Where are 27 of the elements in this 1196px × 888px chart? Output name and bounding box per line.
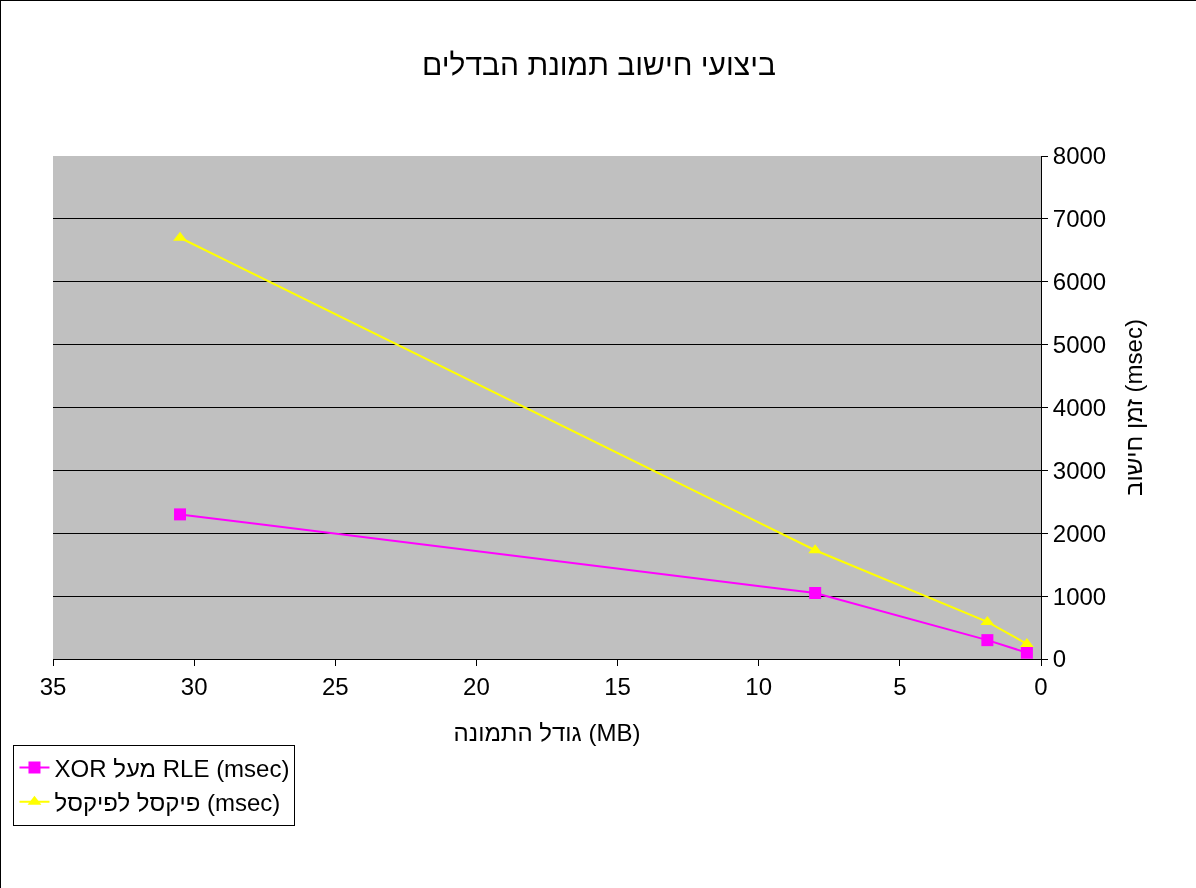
x-tick-label: 5 bbox=[893, 672, 907, 700]
y-tick-label: 3000 bbox=[1052, 456, 1107, 484]
legend-label: פיקסל לפיקסל (msec) bbox=[54, 789, 281, 817]
point bbox=[809, 586, 822, 599]
y-tick-label: 4000 bbox=[1052, 393, 1107, 421]
x-tick-label: 0 bbox=[1034, 672, 1048, 700]
point bbox=[174, 508, 187, 521]
x-tick-label: 15 bbox=[604, 672, 631, 700]
x-tick-label: 10 bbox=[745, 672, 773, 700]
y-tick-label: 6000 bbox=[1052, 268, 1107, 296]
x-tick-label: 35 bbox=[39, 672, 67, 700]
point bbox=[981, 634, 994, 647]
point bbox=[173, 231, 187, 241]
chart-title: ביצועי חישוב תמונת הבדלים bbox=[422, 48, 776, 82]
y-tick-label: 5000 bbox=[1052, 331, 1107, 359]
point bbox=[1020, 646, 1033, 659]
x-tick-label: 30 bbox=[180, 672, 208, 700]
y-tick-label: 2000 bbox=[1052, 519, 1107, 547]
x-axis-title: גודל התמונה (MB) bbox=[453, 719, 641, 747]
y-tick-label: 8000 bbox=[1052, 142, 1107, 170]
y-tick-label: 0 bbox=[1052, 645, 1067, 673]
y-axis-title: זמן חישוב (msec) bbox=[1120, 319, 1148, 496]
y-tick-label: 1000 bbox=[1052, 582, 1107, 610]
y-tick-label: 7000 bbox=[1052, 205, 1107, 233]
x-tick-label: 25 bbox=[321, 672, 349, 700]
legend-label: XOR מעל RLE (msec) bbox=[54, 754, 290, 782]
x-tick-label: 20 bbox=[463, 672, 490, 700]
